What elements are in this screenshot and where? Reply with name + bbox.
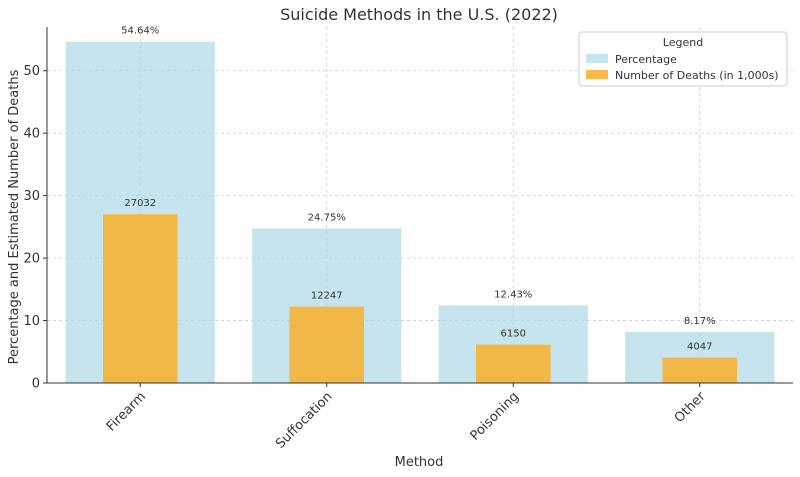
y-tick-label: 20 (23, 252, 40, 267)
data-label-percentage-other: 8.17% (684, 316, 716, 327)
data-label-percentage-poisoning: 12.43% (494, 289, 532, 300)
bars (65, 41, 775, 383)
legend: Legend Percentage Number of Deaths (in 1,0… (578, 31, 788, 87)
data-label-deaths-firearm: 27032 (124, 198, 156, 209)
x-tick-label-suffocation: Suffocation (273, 389, 336, 452)
legend-swatch-deaths (586, 70, 608, 79)
x-tick-label-poisoning: Poisoning (468, 389, 522, 443)
data-labels: 54.64% 24.75% 12.43% 8.17% 27032 12247 6150 404… (121, 26, 715, 353)
y-tick-label: 50 (23, 64, 40, 79)
legend-entry-deaths: Number of Deaths (in 1,000s) (615, 69, 779, 82)
x-tick-label-firearm: Firearm (104, 389, 149, 434)
y-axis-label: Percentage and Estimated Number of Death… (7, 69, 22, 364)
legend-entry-percentage: Percentage (615, 53, 677, 66)
y-tick-labels: 0 10 20 30 40 50 (23, 64, 40, 391)
data-label-percentage-firearm: 54.64% (121, 26, 159, 37)
y-tick-label: 0 (32, 377, 40, 392)
y-tick-label: 10 (23, 314, 40, 329)
x-tick-label-other: Other (672, 389, 709, 426)
axes (43, 27, 793, 387)
bar-deaths-other (662, 357, 738, 383)
legend-box (578, 31, 788, 87)
data-label-percentage-suffocation: 24.75% (308, 212, 346, 223)
bar-deaths-suffocation (289, 306, 365, 383)
legend-swatch-percentage (586, 54, 608, 63)
y-tick-label: 40 (23, 127, 40, 142)
x-axis-label: Method (395, 455, 444, 470)
legend-title: Legend (663, 36, 703, 49)
bar-deaths-firearm (102, 214, 178, 383)
y-tick-label: 30 (23, 189, 40, 204)
x-tick-labels: Firearm Suffocation Poisoning Other (104, 389, 709, 452)
data-label-deaths-poisoning: 6150 (501, 329, 526, 340)
data-label-deaths-suffocation: 12247 (311, 291, 343, 302)
data-label-deaths-other: 4047 (687, 342, 712, 353)
bar-deaths-poisoning (475, 344, 551, 383)
chart-title: Suicide Methods in the U.S. (2022) (280, 5, 558, 24)
